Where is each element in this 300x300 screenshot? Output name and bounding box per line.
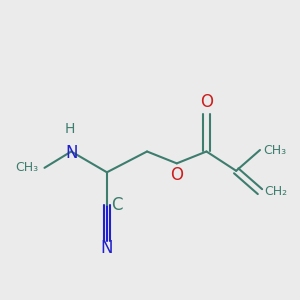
Text: O: O [200, 93, 213, 111]
Text: N: N [101, 239, 113, 257]
Text: H: H [64, 122, 75, 136]
Text: CH₃: CH₃ [15, 161, 38, 174]
Text: CH₃: CH₃ [263, 143, 286, 157]
Text: C: C [112, 196, 123, 214]
Text: N: N [65, 144, 77, 162]
Text: O: O [170, 166, 183, 184]
Text: CH₂: CH₂ [264, 185, 288, 198]
